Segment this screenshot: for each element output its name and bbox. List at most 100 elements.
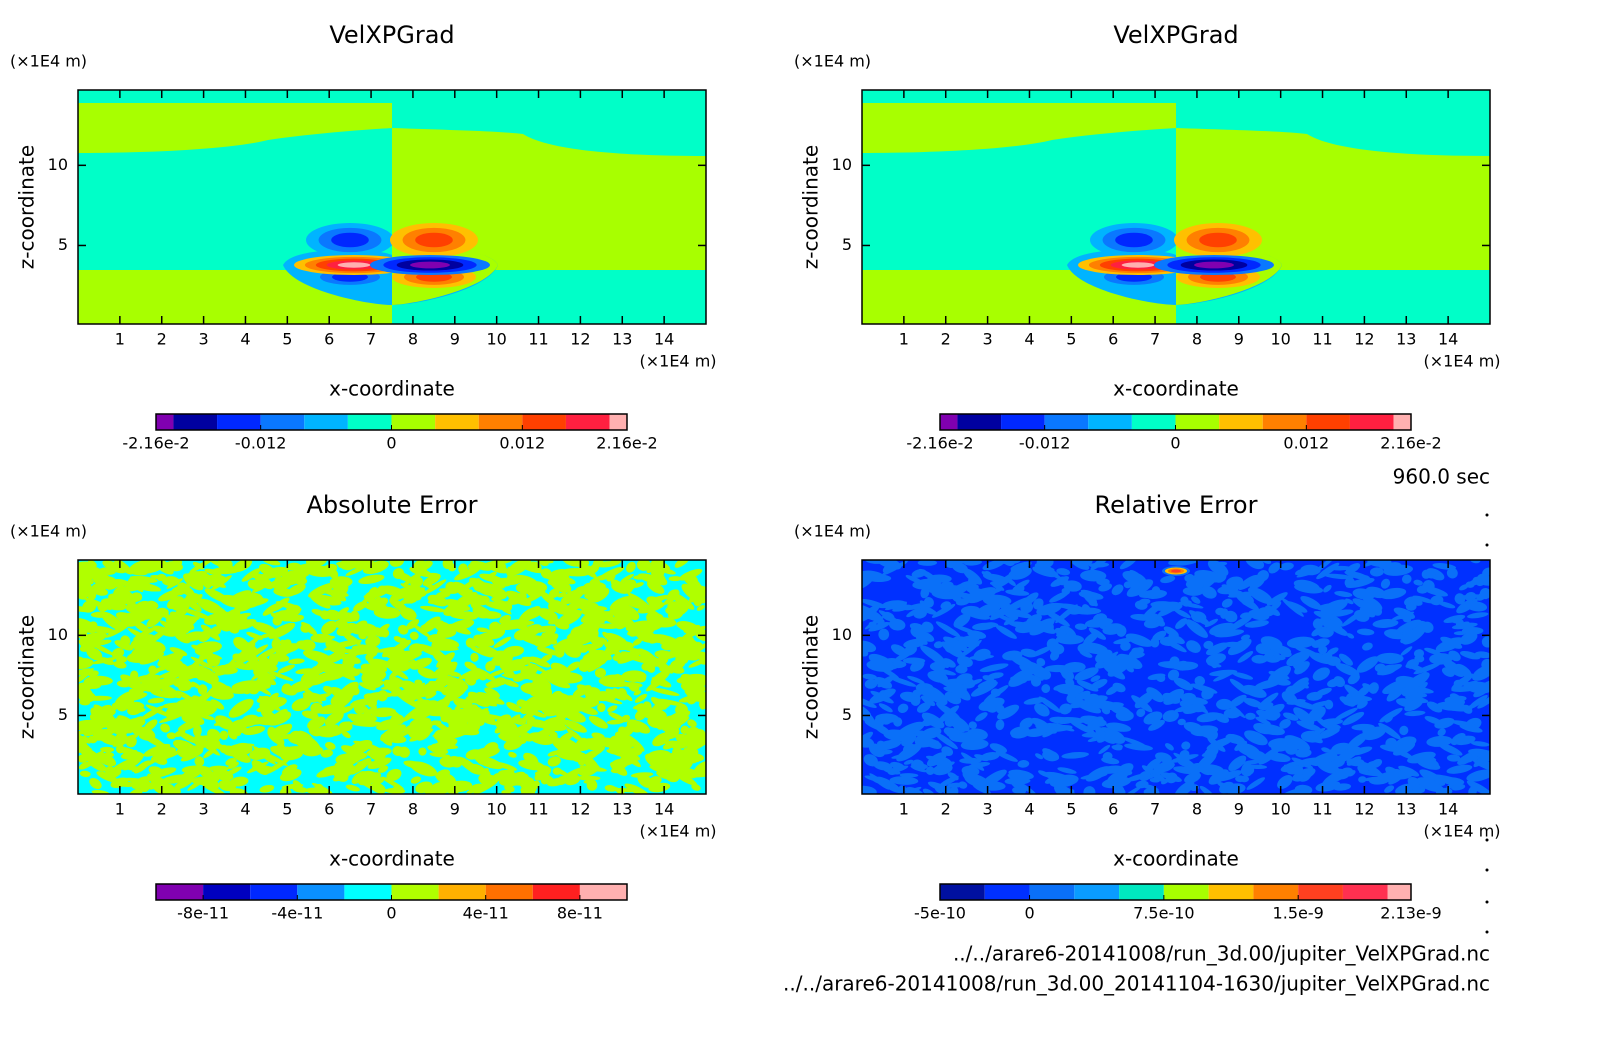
field-patch (353, 705, 369, 713)
field-patch (652, 732, 672, 747)
field-patch (1279, 562, 1294, 571)
field-patch (1091, 719, 1101, 727)
field-patch (937, 705, 960, 724)
field-patch (95, 752, 117, 767)
panel-title: Relative Error (1095, 491, 1258, 519)
field-patch (380, 733, 393, 745)
field-patch (953, 732, 981, 743)
y-axis-label: z-coordinate (799, 615, 823, 739)
field-patch (432, 720, 450, 733)
field-patch (1440, 636, 1463, 649)
field-patch (881, 560, 908, 576)
field-patch (90, 611, 111, 618)
colorbar-segment (203, 884, 251, 900)
field-patch (688, 587, 706, 603)
field-patch (1165, 743, 1174, 751)
field-patch (201, 740, 220, 756)
y-tick-label: 5 (842, 705, 852, 724)
field-patch (432, 661, 458, 679)
field-patch (440, 629, 457, 638)
field-patch (1347, 732, 1368, 750)
field-patch (947, 583, 964, 599)
field-patch (1060, 788, 1069, 794)
field-patch (1266, 592, 1288, 606)
field-patch (120, 674, 146, 692)
field-patch (152, 625, 176, 637)
field-patch (626, 561, 636, 573)
x-tick-label: 12 (1354, 800, 1374, 819)
field-patch (1437, 728, 1446, 737)
field-patch (1264, 649, 1275, 658)
field-patch (198, 630, 211, 642)
field-patch (531, 682, 545, 690)
field-patch (484, 687, 500, 698)
panel-title: Absolute Error (306, 491, 477, 519)
field-patch (627, 628, 635, 636)
colorbar-tick-label: -8e-11 (177, 904, 229, 923)
field-patch (1365, 586, 1386, 599)
field-patch (897, 721, 925, 737)
field-patch (1168, 634, 1185, 645)
field-patch (403, 760, 425, 770)
field-patch (345, 566, 366, 576)
field-patch (138, 735, 150, 741)
field-patch (657, 715, 674, 730)
field-patch (448, 619, 475, 632)
field-patch (990, 688, 1001, 697)
field-patch (1209, 669, 1238, 677)
field-patch (1476, 591, 1488, 601)
field-patch (925, 755, 948, 765)
field-patch (1075, 690, 1091, 701)
field-patch (92, 572, 104, 584)
field-patch (484, 713, 509, 721)
field-patch (1406, 692, 1428, 698)
field-patch (691, 783, 701, 791)
colorbar-segment (957, 414, 1002, 430)
field-patch (1005, 589, 1030, 596)
field-patch (489, 621, 502, 634)
field-patch (1356, 628, 1375, 636)
x-tick-label: 8 (408, 800, 418, 819)
field-patch (345, 784, 360, 792)
field-patch (660, 639, 680, 645)
field-patch (1345, 563, 1361, 574)
field-patch (82, 600, 97, 613)
colorbar-segment (217, 414, 261, 430)
field-lobe (1194, 261, 1234, 269)
x-tick-label: 5 (1066, 800, 1076, 819)
field-patch (176, 690, 195, 702)
field-patch (933, 641, 944, 649)
field-patch (668, 576, 682, 582)
field-patch (1293, 707, 1315, 726)
field-patch (1402, 625, 1427, 645)
field-patch (410, 776, 422, 784)
field-patch (92, 657, 117, 665)
field-patch (227, 761, 239, 770)
field-patch (338, 761, 355, 773)
field-patch (1294, 583, 1324, 594)
field-patch (86, 695, 112, 701)
field-patch (234, 618, 257, 630)
field-patch (174, 606, 188, 618)
field-patch (598, 566, 625, 581)
field-patch (310, 702, 323, 714)
field-patch (375, 597, 389, 608)
field-patch (1228, 694, 1247, 708)
field-patch (1466, 780, 1490, 794)
field-patch (667, 601, 682, 613)
field-patch (493, 636, 511, 649)
field-patch (604, 640, 635, 651)
field-patch (387, 649, 405, 654)
x-tick-label: 14 (654, 330, 674, 349)
x-tick-label: 7 (366, 800, 376, 819)
field-patch (862, 695, 877, 708)
field-patch (325, 609, 341, 621)
field-patch (1242, 759, 1262, 765)
field-patch (467, 691, 490, 708)
field-patch (476, 627, 490, 633)
colorbar-segment (1349, 414, 1394, 430)
field-patch (620, 604, 640, 621)
field-region (78, 103, 392, 153)
field-patch (352, 698, 376, 705)
field-patch (418, 747, 427, 756)
